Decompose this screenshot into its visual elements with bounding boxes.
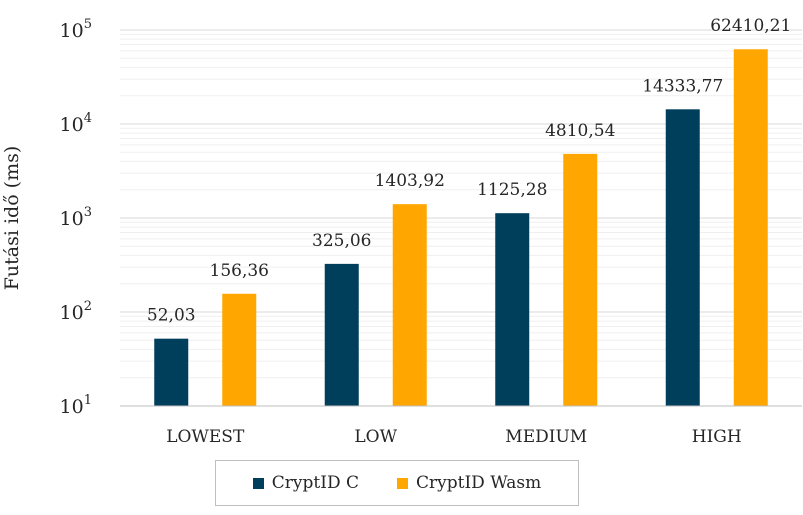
y-tick-label: 103 bbox=[60, 205, 92, 230]
bar-value-label: 156,36 bbox=[210, 261, 269, 281]
legend-label-wasm: CryptID Wasm bbox=[416, 473, 542, 493]
bar-value-label: 1125,28 bbox=[477, 180, 547, 200]
bar-value-label: 62410,21 bbox=[710, 16, 791, 36]
bar-wasm bbox=[392, 204, 427, 406]
bar-c bbox=[665, 109, 700, 406]
legend-label-c: CryptID C bbox=[271, 473, 360, 493]
bar-value-label: 52,03 bbox=[147, 306, 196, 326]
bar-wasm bbox=[222, 293, 257, 406]
legend-item-c: CryptID C bbox=[252, 473, 360, 493]
y-axis-label: Futási idő (ms) bbox=[1, 146, 23, 291]
legend: CryptID C CryptID Wasm bbox=[215, 460, 579, 506]
x-tick-label: HIGH bbox=[692, 427, 742, 447]
bar-c bbox=[154, 338, 189, 406]
y-tick-label: 102 bbox=[60, 299, 92, 324]
bars bbox=[154, 49, 768, 406]
y-tick-label: 105 bbox=[60, 17, 92, 42]
legend-swatch-wasm bbox=[397, 477, 409, 489]
x-axis-ticks: LOWEST LOW MEDIUM HIGH bbox=[166, 427, 742, 447]
bar-c bbox=[495, 213, 530, 406]
data-labels: 52,03 156,36 325,06 1403,92 1125,28 4810,54 14… bbox=[147, 16, 791, 325]
x-tick-label: LOWEST bbox=[166, 427, 245, 447]
bar-wasm bbox=[563, 153, 598, 406]
bar-wasm bbox=[733, 49, 768, 406]
bar-c bbox=[324, 263, 359, 406]
y-tick-label: 101 bbox=[60, 393, 92, 418]
legend-swatch-c bbox=[252, 477, 264, 489]
x-tick-label: MEDIUM bbox=[505, 427, 587, 447]
bar-value-label: 1403,92 bbox=[375, 171, 445, 191]
legend-item-wasm: CryptID Wasm bbox=[397, 473, 541, 493]
bar-value-label: 14333,77 bbox=[642, 76, 723, 96]
y-axis-ticks: 101 102 103 104 105 bbox=[60, 17, 92, 418]
bar-value-label: 325,06 bbox=[312, 231, 371, 251]
bar-value-label: 4810,54 bbox=[545, 121, 615, 141]
y-tick-label: 104 bbox=[60, 111, 92, 136]
x-tick-label: LOW bbox=[354, 427, 397, 447]
